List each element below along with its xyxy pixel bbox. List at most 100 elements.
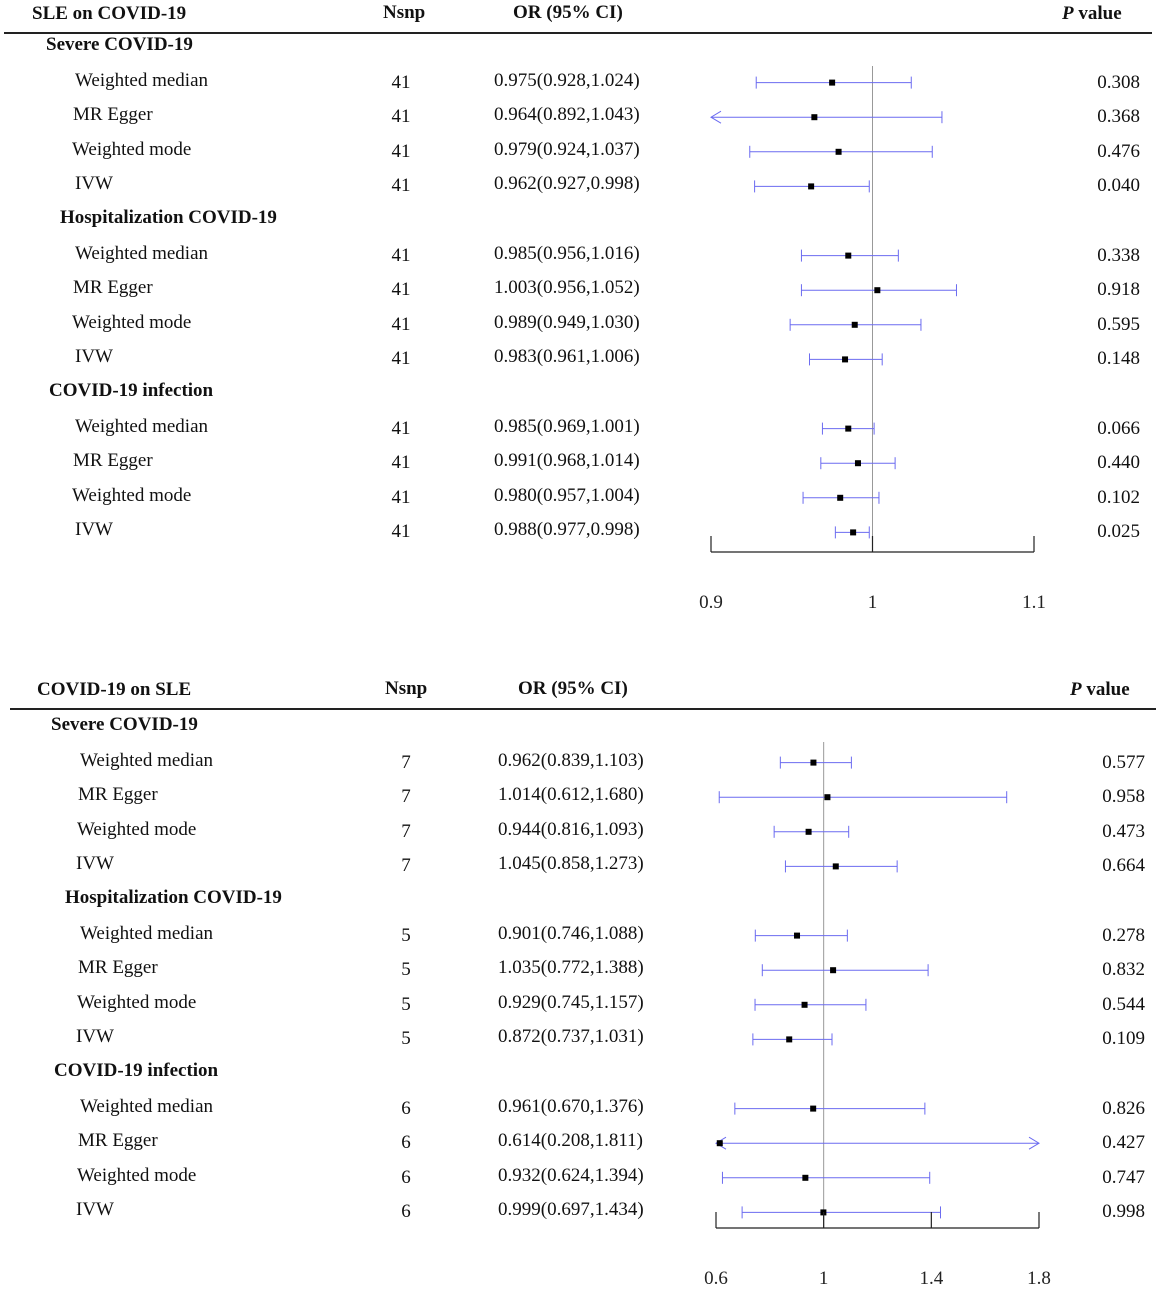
p-value: 0.102	[1060, 487, 1140, 509]
group-heading: COVID-19 infection	[49, 380, 213, 402]
or-ci-value: 0.979(0.924,1.037)	[494, 139, 640, 161]
x-tick-label: 1.1	[1022, 592, 1046, 613]
nsnp-value: 5	[386, 925, 426, 947]
method-label: MR Egger	[78, 784, 158, 806]
or-ci-value: 1.014(0.612,1.680)	[498, 784, 644, 806]
or-ci-value: 0.962(0.927,0.998)	[494, 173, 640, 195]
group-heading: Severe COVID-19	[51, 714, 198, 736]
forest-plot-covid-on-sle: COVID-19 on SLE Nsnp OR (95% CI) P value 0.6…	[0, 676, 1160, 1288]
p-value: 0.109	[1065, 1028, 1145, 1050]
nsnp-value: 6	[386, 1167, 426, 1189]
method-label: IVW	[75, 519, 113, 541]
p-value: 0.066	[1060, 418, 1140, 440]
nsnp-value: 41	[381, 452, 421, 474]
or-point	[874, 287, 880, 293]
or-point	[802, 1002, 808, 1008]
method-label: Weighted mode	[72, 139, 191, 161]
p-value: 0.338	[1060, 245, 1140, 267]
nsnp-value: 41	[381, 141, 421, 163]
method-label: IVW	[76, 853, 114, 875]
p-value: 0.958	[1065, 786, 1145, 808]
x-tick-label: 1.8	[1027, 1268, 1051, 1289]
method-label: MR Egger	[73, 104, 153, 126]
p-value: 0.544	[1065, 994, 1145, 1016]
method-label: MR Egger	[78, 1130, 158, 1152]
or-ci-value: 0.975(0.928,1.024)	[494, 70, 640, 92]
or-ci-value: 1.003(0.956,1.052)	[494, 277, 640, 299]
p-value: 0.918	[1060, 279, 1140, 301]
method-label: MR Egger	[73, 277, 153, 299]
method-label: Weighted median	[75, 243, 208, 265]
nsnp-value: 5	[386, 994, 426, 1016]
method-label: Weighted median	[80, 1096, 213, 1118]
method-label: Weighted median	[75, 70, 208, 92]
nsnp-value: 6	[386, 1098, 426, 1120]
or-ci-value: 0.964(0.892,1.043)	[494, 104, 640, 126]
method-label: Weighted median	[75, 416, 208, 438]
nsnp-value: 7	[386, 855, 426, 877]
x-tick-label: 0.6	[704, 1268, 728, 1289]
or-ci-value: 0.999(0.697,1.434)	[498, 1199, 644, 1221]
p-value: 0.308	[1060, 72, 1140, 94]
or-ci-value: 0.983(0.961,1.006)	[494, 346, 640, 368]
p-value: 0.368	[1060, 106, 1140, 128]
or-point	[802, 1175, 808, 1181]
p-value: 0.595	[1060, 314, 1140, 336]
or-point	[811, 114, 817, 120]
p-value: 0.832	[1065, 959, 1145, 981]
method-label: IVW	[75, 173, 113, 195]
nsnp-value: 41	[381, 106, 421, 128]
x-tick-label: 1	[868, 592, 878, 613]
or-point	[830, 967, 836, 973]
p-value: 0.427	[1065, 1132, 1145, 1154]
x-tick-label: 1	[819, 1268, 829, 1289]
nsnp-value: 41	[381, 314, 421, 336]
nsnp-value: 7	[386, 752, 426, 774]
or-ci-value: 0.985(0.969,1.001)	[494, 416, 640, 438]
nsnp-value: 41	[381, 521, 421, 543]
or-ci-value: 0.962(0.839,1.103)	[498, 750, 644, 772]
nsnp-value: 41	[381, 348, 421, 370]
or-point	[808, 183, 814, 189]
nsnp-value: 7	[386, 821, 426, 843]
nsnp-value: 5	[386, 1028, 426, 1050]
p-value: 0.040	[1060, 175, 1140, 197]
nsnp-value: 6	[386, 1132, 426, 1154]
x-tick-label: 1.4	[919, 1268, 943, 1289]
or-point	[845, 253, 851, 259]
or-ci-value: 0.991(0.968,1.014)	[494, 450, 640, 472]
method-label: Weighted mode	[77, 992, 196, 1014]
or-ci-value: 0.989(0.949,1.030)	[494, 312, 640, 334]
method-label: MR Egger	[78, 957, 158, 979]
or-point	[794, 933, 800, 939]
x-tick-label: 0.9	[699, 592, 723, 613]
group-heading: Hospitalization COVID-19	[65, 887, 282, 909]
or-point	[855, 460, 861, 466]
nsnp-value: 41	[381, 418, 421, 440]
nsnp-value: 6	[386, 1201, 426, 1223]
or-point	[845, 426, 851, 432]
or-ci-value: 1.035(0.772,1.388)	[498, 957, 644, 979]
or-ci-value: 0.961(0.670,1.376)	[498, 1096, 644, 1118]
nsnp-value: 41	[381, 487, 421, 509]
p-value: 0.826	[1065, 1098, 1145, 1120]
or-point	[837, 495, 843, 501]
or-ci-value: 0.980(0.957,1.004)	[494, 485, 640, 507]
or-point	[806, 829, 812, 835]
or-point	[829, 80, 835, 86]
forest-plot-sle-on-covid: SLE on COVID-19 Nsnp OR (95% CI) P value 0.9…	[0, 0, 1160, 640]
or-ci-value: 0.985(0.956,1.016)	[494, 243, 640, 265]
p-value: 0.278	[1065, 925, 1145, 947]
p-value: 0.998	[1065, 1201, 1145, 1223]
group-heading: COVID-19 infection	[54, 1060, 218, 1082]
p-value: 0.025	[1060, 521, 1140, 543]
or-ci-value: 0.614(0.208,1.811)	[498, 1130, 643, 1152]
method-label: IVW	[76, 1199, 114, 1221]
or-ci-value: 0.929(0.745,1.157)	[498, 992, 644, 1014]
method-label: Weighted mode	[72, 312, 191, 334]
p-value: 0.476	[1060, 141, 1140, 163]
or-ci-value: 0.944(0.816,1.093)	[498, 819, 644, 841]
p-value: 0.148	[1060, 348, 1140, 370]
or-ci-value: 0.872(0.737,1.031)	[498, 1026, 644, 1048]
p-value: 0.473	[1065, 821, 1145, 843]
